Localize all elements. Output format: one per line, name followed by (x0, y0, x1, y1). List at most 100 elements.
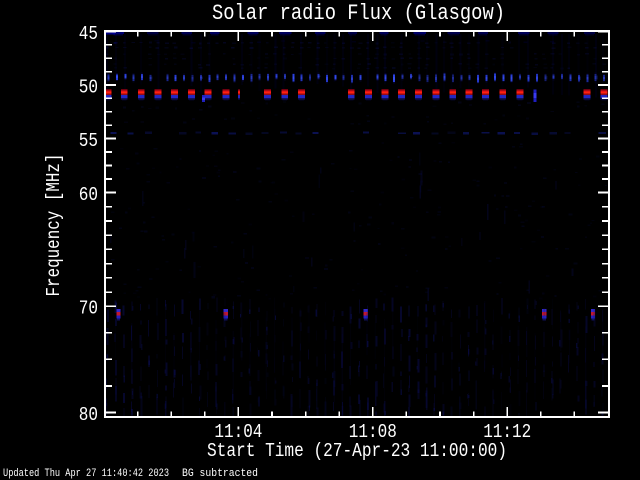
blue-dash (225, 74, 228, 80)
dotted-row-speckle (207, 42, 211, 44)
red-emission-dash-segment (583, 88, 591, 91)
dotted-row-speckle (391, 67, 396, 69)
noise-column-segment (442, 352, 445, 366)
red-emission-dash-segment (172, 99, 177, 101)
noise-column-segment (585, 299, 587, 310)
noise-column-segment (451, 309, 453, 319)
dotted-row-speckle (357, 47, 361, 49)
noise-speckle (213, 245, 217, 248)
noise-speckle (437, 211, 441, 214)
y-tick-label-60: 60 (79, 184, 98, 206)
red-emission-dash-segment (120, 93, 128, 96)
blue-dash (393, 76, 396, 80)
red-emission-dash-segment (415, 95, 422, 98)
dotted-row-speckle (467, 67, 472, 69)
red-emission-dash-segment (298, 97, 305, 100)
noise-column-segment (408, 329, 411, 337)
blue-dash (334, 76, 337, 79)
red-emission-dash-segment (281, 97, 289, 100)
noise-speckle (408, 166, 411, 168)
red-emission-dash-segment (138, 99, 144, 101)
blue-dash (561, 74, 564, 79)
blue-dash (201, 76, 204, 79)
noise-speckle (488, 260, 492, 263)
noise-column-segment (475, 380, 477, 410)
dotted-row-speckle (333, 41, 337, 44)
red-emission-dash-segment (204, 97, 212, 100)
noise-speckle (292, 215, 295, 218)
plot-frame (104, 30, 610, 418)
noise-speckle (443, 123, 447, 125)
noise-column-segment (501, 354, 503, 368)
background-noise-column (485, 34, 488, 95)
noise-column-segment (307, 349, 309, 360)
noise-speckle (584, 105, 587, 107)
purple-dot-segment (223, 309, 228, 313)
noise-column-segment (206, 345, 208, 350)
dotted-row-speckle (367, 63, 371, 65)
noise-speckle (577, 105, 580, 108)
noise-speckle (432, 105, 437, 108)
noise-column-segment (577, 395, 580, 402)
red-emission-dash-segment (188, 90, 195, 93)
noise-speckle (537, 229, 540, 231)
noise-column-segment (593, 362, 595, 367)
noise-column-segment (568, 304, 570, 313)
dotted-row-speckle (123, 53, 126, 55)
blue-dash (250, 73, 253, 82)
noise-column-segment (291, 396, 293, 408)
red-emission-dash-segment (188, 88, 195, 91)
dotted-row-speckle (222, 53, 226, 55)
noise-column-segment (492, 364, 494, 379)
red-emission-dash-segment (188, 97, 195, 100)
noise-column-segment (131, 306, 134, 311)
noise-column-segment (257, 369, 260, 382)
noise-column-segment (106, 403, 108, 416)
background-noise-column (250, 34, 253, 87)
noise-column-segment (316, 379, 319, 386)
purple-dot-segment (364, 318, 368, 321)
noise-column-segment (425, 387, 428, 411)
red-emission-dash-segment (432, 95, 440, 98)
red-emission-dash-segment (281, 90, 289, 93)
dotted-row-speckle (449, 42, 454, 45)
red-emission-dash-segment (499, 92, 507, 94)
noise-column-segment (526, 304, 529, 309)
noise-speckle (274, 114, 278, 117)
top-dash (413, 32, 426, 34)
red-emission-dash-segment (281, 93, 289, 96)
dotted-row-speckle (602, 63, 606, 66)
noise-column-segment (568, 330, 571, 364)
noise-column-segment (198, 327, 201, 343)
background-noise-column (601, 34, 604, 89)
noise-column-segment (525, 331, 527, 345)
top-dash (519, 34, 529, 36)
background-noise-column (258, 34, 261, 92)
noise-column-segment (182, 374, 184, 387)
purple-dot-segment (542, 318, 546, 321)
noise-column-segment (401, 328, 403, 337)
dotted-row-speckle (584, 53, 589, 55)
dotted-row-speckle (567, 46, 572, 48)
noise-column-segment (510, 379, 512, 394)
red-emission-dash-segment (154, 90, 162, 93)
dotted-row-speckle (434, 42, 438, 44)
background-noise-column (190, 34, 193, 86)
noise-column-segment (341, 311, 344, 316)
noise-column-segment (249, 381, 252, 395)
noise-column-segment (291, 330, 294, 347)
noise-column-segment (551, 361, 553, 367)
noise-column-segment (291, 363, 294, 371)
noise-speckle (324, 268, 328, 270)
top-dash (485, 40, 490, 42)
dotted-row-speckle (300, 46, 304, 49)
noise-column-segment (257, 320, 259, 336)
red-emission-dash-segment (106, 88, 112, 91)
blue-dash (603, 75, 606, 81)
red-emission-dash-segment (600, 95, 608, 98)
noise-column-segment (307, 406, 309, 416)
noise-speckle (290, 293, 293, 295)
noise-column-segment (551, 388, 553, 401)
red-emission-dash-segment (432, 90, 440, 93)
